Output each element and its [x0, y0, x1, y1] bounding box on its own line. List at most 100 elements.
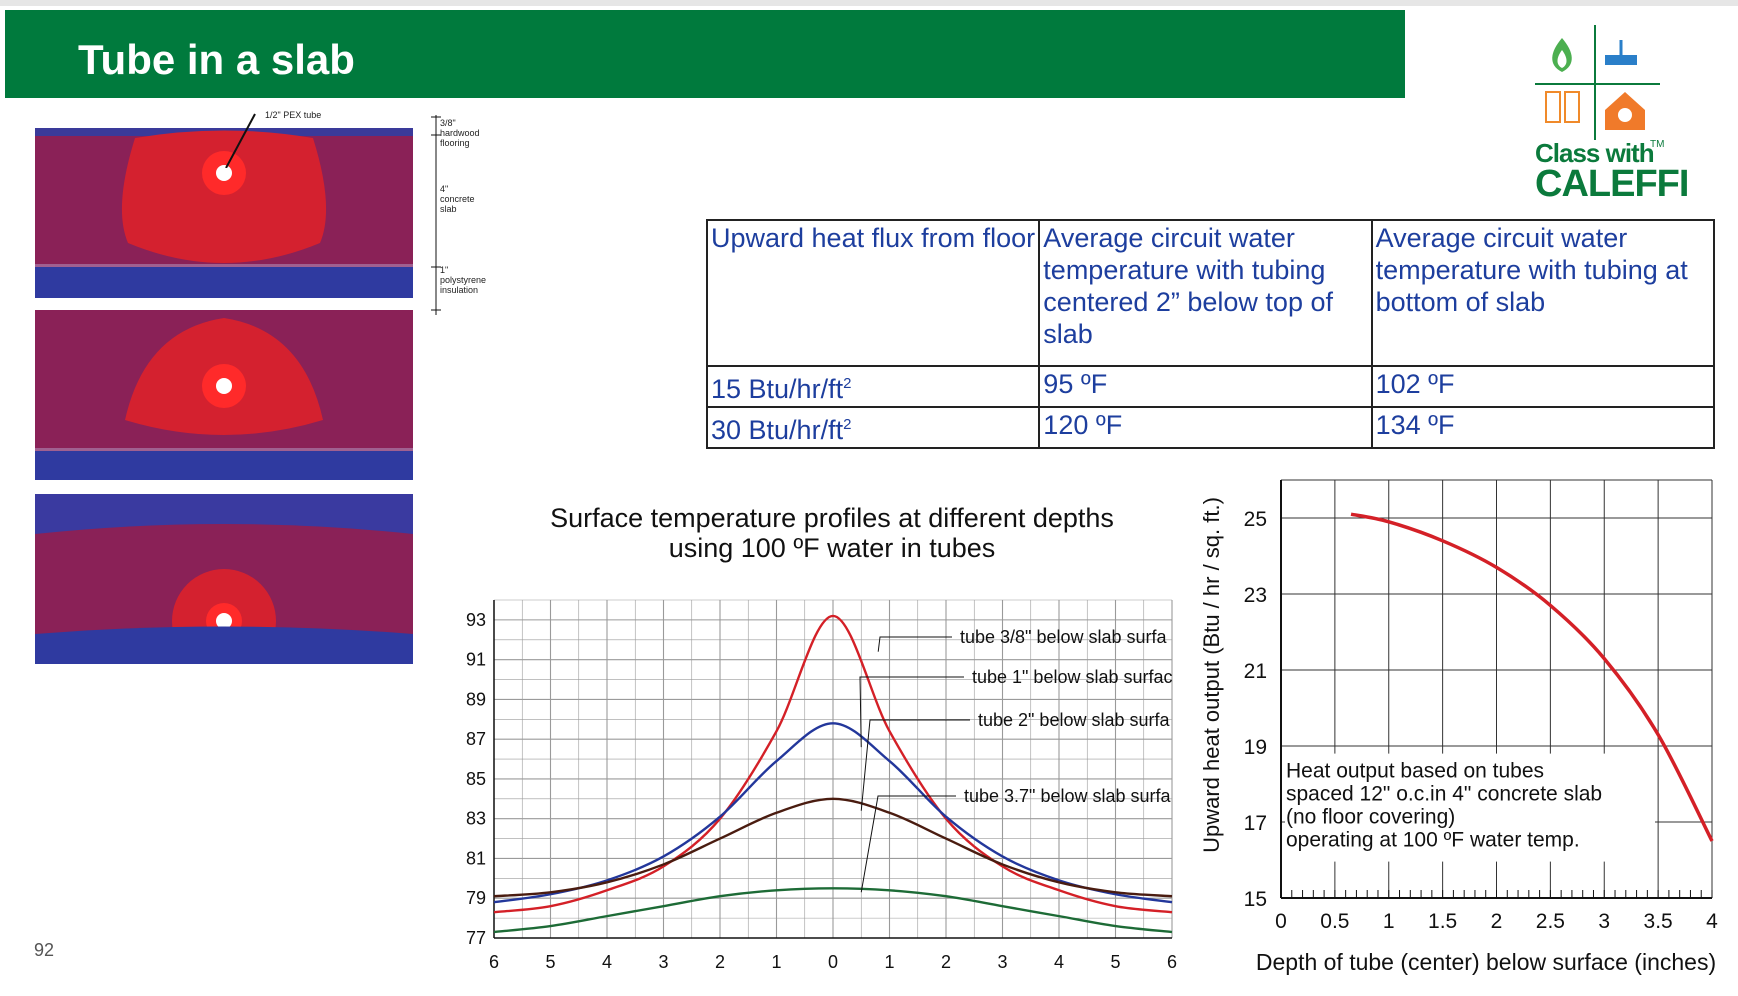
table-cell: 120 ºF	[1038, 406, 1373, 449]
logo-text-line1: Class with	[1535, 138, 1655, 168]
x-tick-label: 4	[602, 952, 612, 972]
series-label: tube 3.7" below slab surfa	[964, 786, 1172, 806]
dimension-line	[431, 115, 441, 315]
slab-image-top	[35, 128, 413, 298]
x-tick-label: 5	[545, 952, 555, 972]
table-row: 15 Btu/hr/ft2 95 ºF 102 ºF	[705, 365, 1716, 408]
trademark: TM	[1650, 139, 1665, 150]
note-box	[1285, 753, 1655, 862]
y-tick-label: 25	[1244, 508, 1267, 531]
x-tick-label: 3	[997, 952, 1007, 972]
y-tick-label: 91	[466, 650, 486, 670]
annotation-insulation: 1" polystyrene insulation	[440, 265, 486, 295]
note-text: (no floor covering)	[1286, 806, 1455, 829]
leader-line	[859, 676, 964, 748]
radiator-icon	[1545, 91, 1561, 123]
series-line	[493, 887, 1173, 934]
x-tick-label: 2	[1491, 910, 1503, 933]
x-tick-label: 5	[1110, 952, 1120, 972]
x-tick-label: 2	[715, 952, 725, 972]
heat-output-chart: Upward heat output (Btu / hr / sq. ft.) …	[1199, 479, 1718, 975]
water-temperature-table: Upward heat flux from floor Average circ…	[705, 219, 1716, 449]
x-tick-label: 2	[941, 952, 951, 972]
slab-image-bottom	[35, 494, 413, 664]
table-header: Average circuit water temperature with t…	[1038, 219, 1373, 367]
x-tick-label: 0.5	[1320, 910, 1349, 933]
ann-line: 4"	[440, 184, 449, 194]
x-tick-label: 3.5	[1644, 910, 1673, 933]
series-label: tube 2" below slab surfa	[978, 710, 1170, 730]
annotation-slab: 4" concrete slab	[440, 184, 475, 214]
y-tick-label: 85	[466, 769, 486, 789]
x-tick-label: 0	[828, 952, 838, 972]
annotation-tube: 1/2" PEX tube	[265, 110, 322, 120]
chart1-subtitle: using 100 ºF water in tubes	[669, 533, 996, 563]
series-line	[493, 614, 1173, 914]
surface-temperature-chart: Surface temperature profiles at differen…	[466, 503, 1177, 972]
slide-title: Tube in a slab	[78, 36, 355, 83]
x-tick-label: 3	[1598, 910, 1610, 933]
leader-line	[860, 795, 956, 893]
ann-line: polystyrene	[440, 275, 487, 285]
ann-line: flooring	[440, 138, 470, 148]
x-tick-label: 6	[1167, 952, 1177, 972]
table-cell: 102 ºF	[1370, 365, 1716, 408]
y-tick-label: 15	[1244, 888, 1267, 911]
flux-value: 15 Btu/hr/ft	[711, 374, 844, 404]
series-label: tube 3/8" below slab surfa	[960, 627, 1168, 647]
table-cell: 95 ºF	[1038, 365, 1373, 408]
ann-line: hardwood	[440, 128, 480, 138]
series-line	[493, 722, 1173, 904]
x-tick-label: 1	[1383, 910, 1395, 933]
shower-icon	[1605, 55, 1637, 65]
ann-line: insulation	[440, 285, 479, 295]
x-tick-label: 3	[658, 952, 668, 972]
tube-pointer	[225, 113, 256, 168]
page-number: 92	[34, 940, 55, 960]
x-tick-label: 1.5	[1428, 910, 1457, 933]
leader-line	[877, 636, 952, 652]
chart2-ylabel: Upward heat output (Btu / hr / sq. ft.)	[1199, 497, 1224, 853]
leader-line	[860, 719, 970, 811]
x-tick-label: 0	[1275, 910, 1287, 933]
y-tick-label: 89	[466, 689, 486, 709]
x-tick-label: 2.5	[1536, 910, 1565, 933]
y-tick-label: 21	[1244, 660, 1267, 683]
y-tick-label: 79	[466, 888, 486, 908]
annotation-flooring: 3/8" hardwood flooring	[440, 118, 480, 148]
ann-line: concrete	[440, 194, 475, 204]
ann-line: 1"	[440, 265, 449, 275]
x-tick-label: 1	[771, 952, 781, 972]
table-cell: 15 Btu/hr/ft2	[705, 365, 1041, 408]
y-tick-label: 23	[1244, 584, 1267, 607]
y-tick-label: 83	[466, 809, 486, 829]
y-tick-label: 87	[466, 729, 486, 749]
top-border	[0, 0, 1738, 6]
flux-value: 30 Btu/hr/ft	[711, 415, 844, 445]
table-cell: 134 ºF	[1370, 406, 1716, 449]
series-line	[493, 797, 1173, 898]
y-tick-label: 19	[1244, 736, 1267, 759]
series-label: tube 1" below slab surfac	[972, 667, 1173, 687]
chart2-xlabel: Depth of tube (center) below surface (in…	[1256, 949, 1716, 975]
ann-line: 3/8"	[440, 118, 456, 128]
table-header-row: Upward heat flux from floor Average circ…	[705, 219, 1716, 367]
note-text: Heat output based on tubes	[1286, 760, 1544, 783]
y-tick-label: 17	[1244, 812, 1267, 835]
ann-line: slab	[440, 204, 457, 214]
y-tick-label: 93	[466, 610, 486, 630]
superscript: 2	[843, 375, 852, 392]
y-tick-label: 77	[466, 928, 486, 948]
table-header: Upward heat flux from floor	[705, 219, 1041, 367]
y-tick-label: 81	[466, 848, 486, 868]
caleffi-logo	[1535, 25, 1660, 140]
note-text: spaced 12" o.c.in 4" concrete slab	[1286, 783, 1602, 806]
table-row: 30 Btu/hr/ft2 120 ºF 134 ºF	[705, 406, 1716, 449]
series-line	[1350, 512, 1714, 842]
logo-text-line2: CALEFFI	[1535, 163, 1689, 205]
x-tick-label: 1	[884, 952, 894, 972]
slab-image-middle	[35, 310, 413, 480]
note-text: operating at 100 ºF water temp.	[1286, 829, 1580, 852]
x-tick-label: 4	[1706, 910, 1718, 933]
table-cell: 30 Btu/hr/ft2	[705, 406, 1041, 449]
